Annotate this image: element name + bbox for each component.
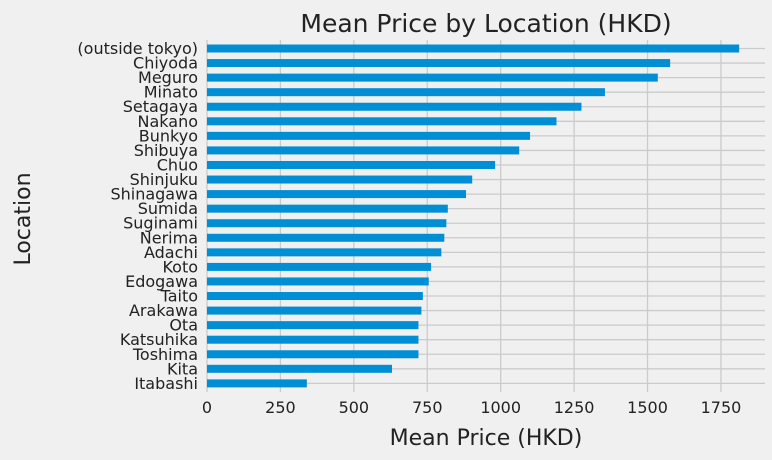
bar <box>207 219 447 228</box>
y-tick-labels: (outside tokyo)ChiyodaMeguroMinatoSetaga… <box>77 39 198 393</box>
y-tick-label: Katsuhika <box>120 330 198 349</box>
y-tick-label: Toshima <box>132 345 198 364</box>
chart-title: Mean Price by Location (HKD) <box>300 9 671 38</box>
bar <box>207 175 473 184</box>
y-tick-label: Itabashi <box>134 374 198 393</box>
bar <box>207 379 307 388</box>
bar <box>207 146 520 155</box>
y-tick-label: Chiyoda <box>133 54 198 73</box>
y-tick-label: Chuo <box>157 155 198 174</box>
y-tick-label: Koto <box>162 257 198 276</box>
bar <box>207 59 671 68</box>
y-axis-title: Location <box>11 172 36 265</box>
y-tick-label: Nakano <box>138 112 199 131</box>
bar <box>207 364 393 373</box>
y-tick-label: Kita <box>167 359 198 378</box>
x-tick-label: 0 <box>202 398 212 417</box>
y-tick-label: Edogawa <box>125 272 198 291</box>
bar <box>207 277 429 286</box>
bar <box>207 292 423 301</box>
bar <box>207 117 557 126</box>
bars <box>207 44 740 388</box>
y-tick-label: Ota <box>169 316 198 335</box>
x-axis-title: Mean Price (HKD) <box>390 426 583 451</box>
bar <box>207 88 605 97</box>
y-tick-label: Arakawa <box>129 301 198 320</box>
bar <box>207 335 419 344</box>
y-tick-label: Adachi <box>144 243 198 262</box>
x-tick-label: 250 <box>265 398 296 417</box>
bar <box>207 73 658 82</box>
bar <box>207 160 496 169</box>
y-tick-label: Shinjuku <box>130 170 198 189</box>
bar <box>207 44 740 53</box>
x-tick-label: 1750 <box>701 398 742 417</box>
bar <box>207 306 422 315</box>
x-tick-label: 1000 <box>480 398 521 417</box>
x-tick-label: 500 <box>339 398 370 417</box>
y-tick-label: Minato <box>144 83 198 102</box>
bar <box>207 321 419 330</box>
y-tick-label: Meguro <box>138 68 198 87</box>
bar <box>207 233 445 242</box>
y-tick-label: Taito <box>160 287 198 306</box>
y-tick-label: (outside tokyo) <box>77 39 198 58</box>
y-tick-label: Shibuya <box>134 141 198 160</box>
bar <box>207 262 432 271</box>
x-tick-label: 1500 <box>627 398 668 417</box>
x-tick-label: 1250 <box>554 398 595 417</box>
y-tick-label: Suginami <box>123 214 198 233</box>
y-tick-label: Nerima <box>140 228 198 247</box>
y-tick-label: Setagaya <box>123 97 198 116</box>
x-tick-labels: 0 250 500 750 1000 1250 1500 1750 <box>202 398 741 417</box>
y-tick-label: Sumida <box>138 199 198 218</box>
bar <box>207 248 442 257</box>
x-tick-label: 750 <box>412 398 443 417</box>
y-tick-label: Shinagawa <box>110 185 198 204</box>
bar <box>207 190 467 199</box>
y-tick-label: Bunkyo <box>139 126 198 145</box>
bar <box>207 131 531 140</box>
bar <box>207 350 419 359</box>
bar <box>207 204 448 213</box>
bar <box>207 102 582 111</box>
